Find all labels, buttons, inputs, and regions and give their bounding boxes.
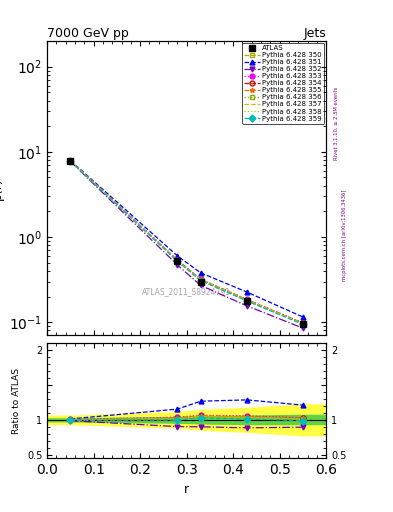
Pythia 6.428 359: [175, 258, 180, 264]
Line: Pythia 6.428 351: Pythia 6.428 351: [68, 158, 305, 319]
X-axis label: r: r: [184, 483, 189, 496]
Line: Pythia 6.428 358: Pythia 6.428 358: [70, 161, 303, 324]
Pythia 6.428 354: [245, 297, 250, 303]
Pythia 6.428 355: [68, 158, 73, 164]
Pythia 6.428 352: [68, 158, 73, 164]
Pythia 6.428 353: [198, 276, 203, 282]
ATLAS: [301, 321, 305, 327]
Line: Pythia 6.428 352: Pythia 6.428 352: [68, 159, 305, 331]
Pythia 6.428 356: [301, 321, 305, 327]
Pythia 6.428 351: [68, 157, 73, 163]
Line: Pythia 6.428 356: Pythia 6.428 356: [68, 159, 305, 326]
Pythia 6.428 353: [301, 320, 305, 326]
Pythia 6.428 359: [68, 158, 73, 164]
Pythia 6.428 350: [175, 258, 180, 264]
Pythia 6.428 352: [245, 303, 250, 309]
Line: Pythia 6.428 355: Pythia 6.428 355: [68, 158, 305, 326]
Pythia 6.428 357: [198, 277, 203, 283]
Y-axis label: Ratio to ATLAS: Ratio to ATLAS: [12, 368, 21, 434]
Pythia 6.428 352: [175, 262, 180, 268]
Text: Jets: Jets: [303, 27, 326, 40]
Line: Pythia 6.428 357: Pythia 6.428 357: [70, 161, 303, 324]
Pythia 6.428 355: [245, 297, 250, 303]
Pythia 6.428 354: [175, 258, 180, 264]
Pythia 6.428 350: [198, 277, 203, 283]
Pythia 6.428 350: [245, 298, 250, 304]
Pythia 6.428 355: [175, 257, 180, 263]
Legend: ATLAS, Pythia 6.428 350, Pythia 6.428 351, Pythia 6.428 352, Pythia 6.428 353, P: ATLAS, Pythia 6.428 350, Pythia 6.428 35…: [242, 43, 324, 123]
Pythia 6.428 356: [68, 158, 73, 164]
Pythia 6.428 351: [301, 314, 305, 320]
ATLAS: [198, 279, 203, 285]
Pythia 6.428 352: [301, 325, 305, 331]
Text: 7000 GeV pp: 7000 GeV pp: [47, 27, 129, 40]
Line: Pythia 6.428 359: Pythia 6.428 359: [68, 159, 305, 327]
Pythia 6.428 358: [301, 321, 305, 327]
Pythia 6.428 353: [175, 257, 180, 263]
Pythia 6.428 350: [301, 321, 305, 327]
Text: mcplots.cern.ch [arXiv:1306.3436]: mcplots.cern.ch [arXiv:1306.3436]: [342, 190, 347, 281]
Line: Pythia 6.428 353: Pythia 6.428 353: [68, 158, 305, 325]
Pythia 6.428 359: [245, 298, 250, 304]
Pythia 6.428 350: [68, 158, 73, 164]
Pythia 6.428 357: [301, 321, 305, 327]
Text: Rivet 3.1.10, ≥ 2.3M events: Rivet 3.1.10, ≥ 2.3M events: [334, 86, 338, 160]
ATLAS: [68, 158, 73, 164]
Pythia 6.428 354: [198, 276, 203, 283]
Pythia 6.428 358: [245, 297, 250, 304]
Pythia 6.428 358: [198, 277, 203, 283]
Pythia 6.428 354: [301, 320, 305, 326]
Pythia 6.428 354: [68, 158, 73, 164]
Text: ATLAS_2011_S8924791: ATLAS_2011_S8924791: [142, 287, 231, 296]
Pythia 6.428 355: [198, 276, 203, 283]
Pythia 6.428 356: [245, 297, 250, 304]
ATLAS: [245, 298, 250, 305]
Pythia 6.428 351: [245, 289, 250, 295]
Pythia 6.428 355: [301, 320, 305, 326]
Pythia 6.428 356: [198, 277, 203, 283]
Pythia 6.428 359: [198, 278, 203, 284]
Pythia 6.428 351: [198, 270, 203, 276]
Line: ATLAS: ATLAS: [67, 158, 306, 327]
ATLAS: [175, 258, 180, 264]
Pythia 6.428 351: [175, 253, 180, 259]
Pythia 6.428 353: [245, 296, 250, 303]
Line: Pythia 6.428 350: Pythia 6.428 350: [68, 159, 305, 326]
Pythia 6.428 353: [68, 158, 73, 164]
Pythia 6.428 358: [68, 158, 73, 164]
Y-axis label: ρ(r): ρ(r): [0, 177, 4, 200]
Pythia 6.428 357: [68, 158, 73, 164]
Pythia 6.428 359: [301, 322, 305, 328]
Pythia 6.428 356: [175, 258, 180, 264]
Line: Pythia 6.428 354: Pythia 6.428 354: [68, 159, 305, 326]
Pythia 6.428 352: [198, 282, 203, 288]
Pythia 6.428 358: [175, 258, 180, 264]
Pythia 6.428 357: [175, 258, 180, 264]
Pythia 6.428 357: [245, 297, 250, 303]
